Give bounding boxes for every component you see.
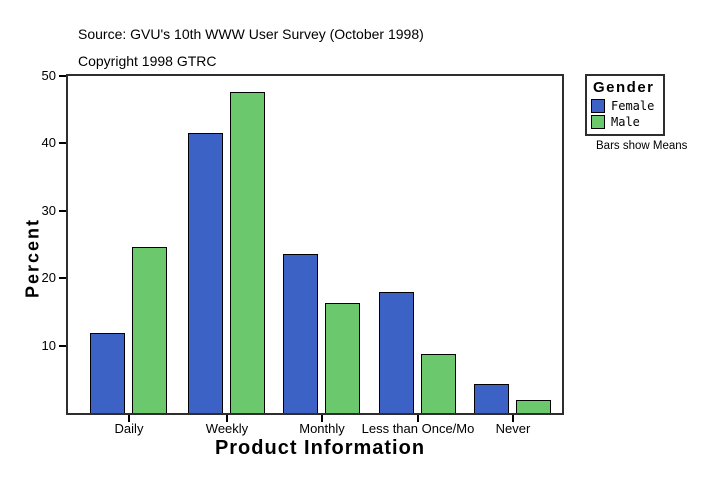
bar-female-monthly	[283, 254, 318, 413]
bar-male-monthly	[325, 303, 360, 413]
legend-note: Bars show Means	[596, 140, 688, 152]
bar-male-weekly	[230, 92, 265, 413]
bar-female-daily	[90, 333, 125, 413]
y-tick-label-20: 20	[41, 270, 56, 285]
male-color-swatch	[591, 115, 605, 129]
y-tick-40	[59, 142, 66, 144]
y-tick-label-50: 50	[41, 68, 56, 83]
x-tick-monthly	[321, 415, 323, 422]
y-tick-50	[59, 75, 66, 77]
y-tick-label-30: 30	[41, 203, 56, 218]
legend-title: Gender	[593, 79, 655, 96]
female-color-swatch	[591, 99, 605, 113]
bar-female-never	[474, 384, 509, 413]
bar-male-less-than-once-mo	[421, 354, 456, 413]
legend-item-male: Male	[591, 115, 659, 129]
x-tick-label-never: Never	[495, 421, 531, 436]
x-tick-less-than-once-mo	[417, 415, 419, 422]
x-axis-title: Product Information	[214, 437, 426, 459]
x-tick-daily	[128, 415, 130, 422]
x-tick-never	[512, 415, 514, 422]
legend-box: Gender Female Male	[585, 74, 665, 136]
x-tick-label-less-than-once-mo: Less than Once/Mo	[361, 421, 475, 436]
bar-female-less-than-once-mo	[379, 292, 414, 413]
source-text: Source: GVU's 10th WWW User Survey (Octo…	[78, 26, 424, 42]
bar-male-never	[516, 400, 551, 413]
copyright-text: Copyright 1998 GTRC	[78, 53, 217, 69]
bar-male-daily	[132, 247, 167, 413]
y-tick-label-10: 10	[41, 338, 56, 353]
x-tick-label-daily: Daily	[114, 421, 144, 436]
x-tick-label-monthly: Monthly	[299, 421, 345, 436]
y-tick-20	[59, 277, 66, 279]
y-tick-label-40: 40	[41, 135, 56, 150]
y-tick-30	[59, 210, 66, 212]
y-axis-title: Percent	[22, 217, 43, 299]
plot-area: Daily Weekly Monthly Less than Once/Mo Never…	[42, 68, 564, 436]
legend-item-female: Female	[591, 99, 659, 113]
x-tick-label-weekly: Weekly	[205, 421, 249, 436]
bar-female-weekly	[188, 133, 223, 413]
legend-label-female: Female	[611, 99, 655, 113]
x-tick-weekly	[226, 415, 228, 422]
y-tick-10	[59, 345, 66, 347]
legend-label-male: Male	[611, 115, 640, 129]
